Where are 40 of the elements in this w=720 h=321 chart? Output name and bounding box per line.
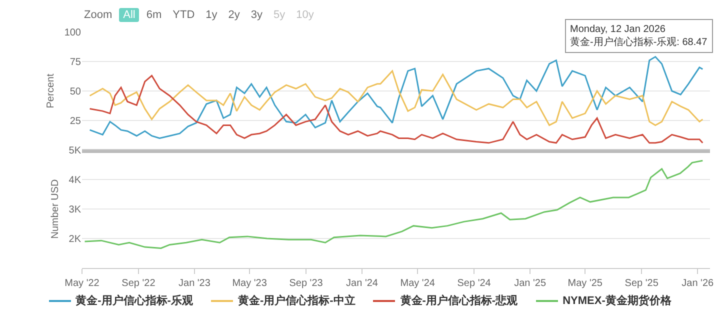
- x-tick-label: Sep '24: [457, 278, 492, 289]
- y-tick-label: 25: [70, 116, 82, 127]
- line-series: [89, 74, 704, 144]
- text: YTD: [172, 8, 196, 22]
- text: 5y: [272, 8, 286, 22]
- line-series: [89, 70, 704, 126]
- text: Zoom: [83, 8, 114, 22]
- text: 10y: [295, 8, 315, 22]
- text: 2y: [227, 8, 241, 22]
- y-tick-label: 3K: [68, 204, 82, 216]
- x-tick-label: Jan '23: [178, 278, 211, 289]
- legend-label: 黄金-用户信心指标-乐观: [76, 294, 193, 308]
- x-tick-label: May '25: [568, 278, 603, 289]
- x-tick-label: May '23: [232, 278, 268, 289]
- y-axis-title: Number USD: [50, 179, 61, 239]
- x-tick-label: Jan '24: [346, 278, 378, 289]
- x-tick-label: Jan '26: [682, 278, 714, 289]
- legend-label: 黄金-用户信心指标-中立: [238, 294, 356, 308]
- legend-label: 黄金-用户信心指标-悲观: [400, 294, 518, 308]
- y-tick-label: 75: [70, 57, 82, 68]
- text: 3y: [250, 8, 264, 22]
- y-axis-title: Percent: [45, 74, 56, 108]
- x-tick-label: Sep '23: [289, 278, 324, 289]
- y-tick-label: 50: [70, 86, 82, 98]
- x-tick-label: May '22: [64, 278, 100, 289]
- annotation: Monday, 12 Jan 2026 黄金-用户信心指标-乐观: 68.47: [570, 24, 708, 48]
- text: 6m: [145, 8, 163, 22]
- x-tick-label: May '24: [400, 278, 436, 289]
- line-series: [89, 56, 704, 139]
- y-tick-label: 4K: [68, 175, 82, 186]
- x-tick-label: Jan '25: [514, 278, 546, 289]
- legend-label: NYMEX-黄金期货价格: [562, 294, 672, 308]
- x-tick-label: Sep '22: [122, 278, 156, 289]
- text: 1y: [204, 8, 218, 22]
- x-tick-label: Sep '25: [624, 278, 659, 289]
- y-tick-label: 100: [64, 28, 82, 38]
- line-series: [84, 160, 704, 249]
- y-tick-label: 5K: [68, 146, 82, 156]
- text: All: [119, 8, 140, 22]
- y-tick-label: 2K: [68, 234, 82, 245]
